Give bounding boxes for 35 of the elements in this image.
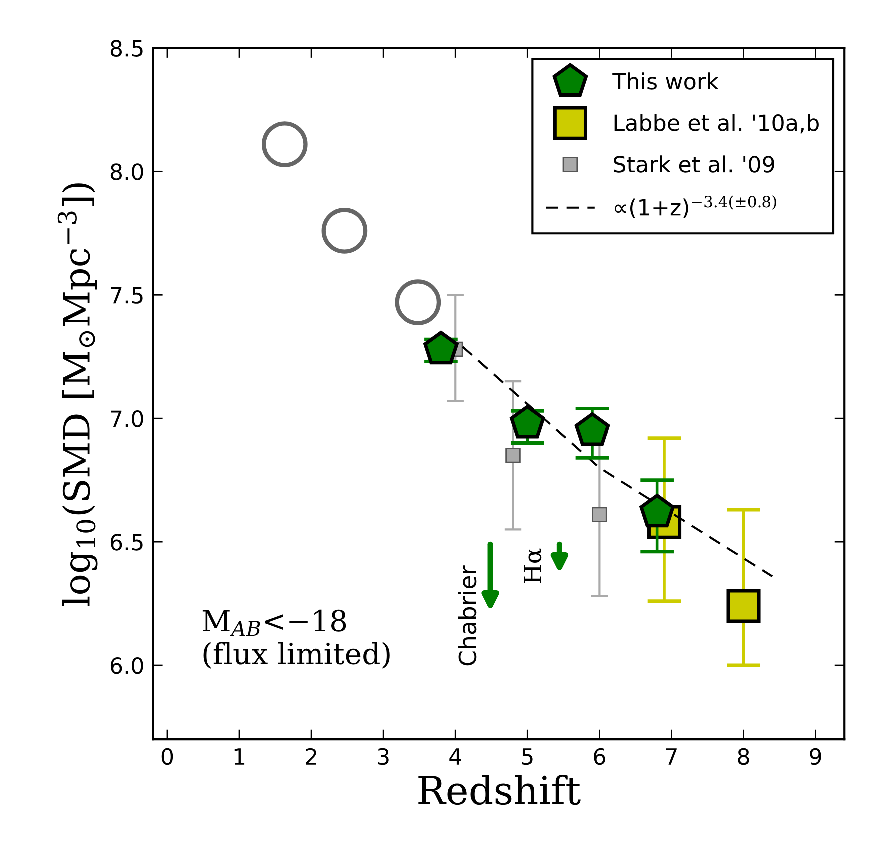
y-tick-label: 6.5 [110, 534, 143, 551]
legend-label: Labbe et al. '10a,b [614, 114, 819, 134]
annotation: Hα [524, 548, 542, 584]
y-tick-label: 6.0 [110, 657, 144, 674]
point [640, 494, 675, 528]
x-tick-label: 5 [522, 748, 533, 766]
x-tick-label: 8 [738, 748, 750, 766]
legend-label: This work [612, 72, 719, 90]
point [262, 122, 308, 168]
point [424, 331, 459, 365]
x-tick-label: 4 [450, 748, 462, 765]
y-tick-label: 7.5 [111, 287, 143, 304]
point [726, 589, 761, 624]
point [592, 507, 608, 523]
point [322, 208, 368, 254]
annotation: M$_{AB}$<−18 (flux limited) [202, 610, 390, 669]
point [506, 448, 521, 464]
legend-label: ∝(1+z)$^{−3.4(±0.8)}$ [615, 196, 776, 218]
y-axis-title: log$_{10}$(SMD [M$_{⊙}$Mpc$^{−3}$]) [58, 184, 98, 606]
y-tick-label: 8.5 [110, 40, 143, 57]
x-tick-label: 3 [378, 748, 389, 766]
y-tick-label: 8.0 [110, 164, 144, 180]
point [395, 280, 442, 326]
x-axis-title: Redshift [418, 774, 581, 806]
x-tick-label: 0 [162, 748, 174, 766]
point [510, 405, 546, 439]
annotation: Chabrier [458, 566, 477, 666]
x-tick-label: 1 [234, 748, 245, 765]
legend-label: Stark et al. '09 [614, 156, 774, 173]
y-tick-label: 7.0 [111, 410, 144, 428]
point [574, 412, 610, 446]
x-tick-label: 9 [810, 748, 822, 766]
x-tick-label: 2 [306, 748, 316, 765]
x-tick-label: 6 [594, 748, 606, 766]
x-tick-label: 7 [666, 748, 677, 765]
